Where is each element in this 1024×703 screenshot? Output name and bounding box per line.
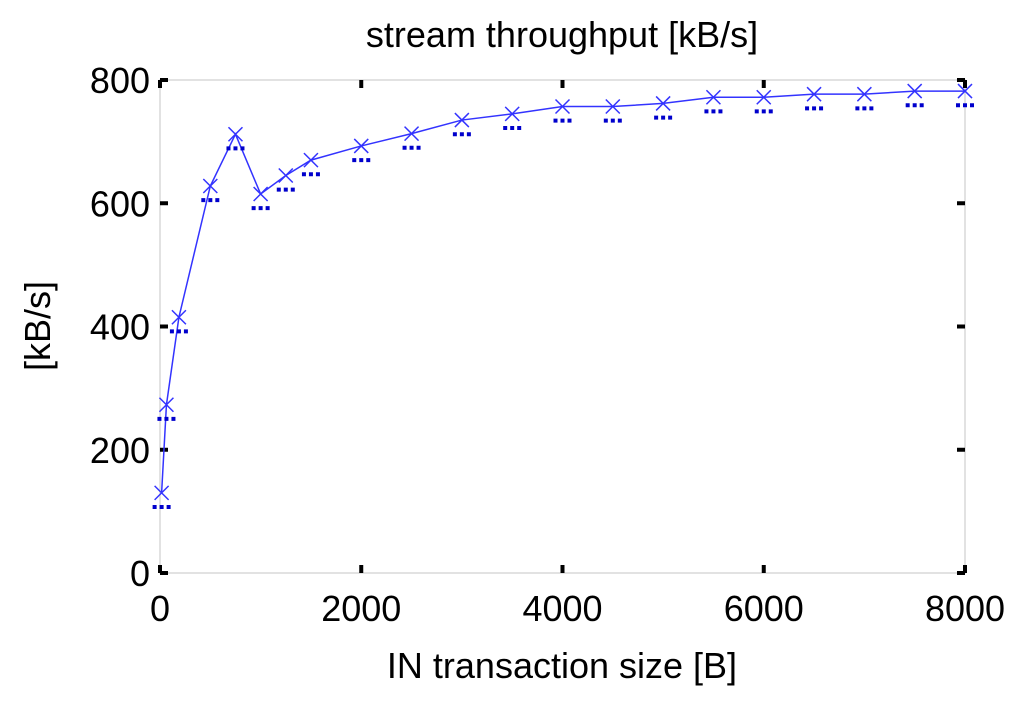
x-tick-labels: 0 2000 4000 6000 8000 (150, 588, 1005, 629)
plot-frame (159, 79, 966, 574)
data-point-x-marker (756, 89, 772, 105)
data-point-x-marker (907, 83, 923, 99)
data-point-x-marker (856, 86, 872, 102)
data-point-x-marker (278, 167, 294, 184)
y-tick-labels: 0 200 400 600 800 (90, 60, 150, 594)
data-point-x-marker (353, 138, 369, 154)
data-point-x-marker (303, 152, 319, 168)
y-tick-label: 0 (130, 553, 150, 594)
chart-title: stream throughput [kB/s] (366, 14, 758, 55)
data-point-x-marker (655, 95, 671, 111)
data-point-x-marker (404, 126, 420, 142)
y-tick-label: 600 (90, 183, 150, 224)
data-point-x-marker (957, 83, 973, 99)
x-tick-label: 6000 (724, 588, 804, 629)
x-axis-label: IN transaction size [B] (387, 645, 737, 686)
data-point-x-marker (605, 98, 621, 115)
x-tick-label: 4000 (522, 588, 602, 629)
data-point-x-marker (504, 106, 520, 122)
data-point-x-marker (227, 126, 243, 142)
x-tick-label: 0 (150, 588, 170, 629)
data-point-x-marker (454, 112, 470, 128)
data-point-x-marker (806, 86, 822, 102)
data-point-x-marker (154, 485, 170, 501)
data-point-x-marker (554, 98, 571, 115)
y-axis-label: [kB/s] (17, 281, 58, 371)
data-point-x-marker (158, 397, 174, 413)
y-tick-label: 400 (90, 307, 150, 348)
y-tick-label: 800 (90, 60, 150, 101)
series-line (160, 90, 965, 493)
x-tick-label: 8000 (925, 588, 1005, 629)
y-tick-label: 200 (90, 430, 150, 471)
x-tick-label: 2000 (321, 588, 401, 629)
data-point-x-marker (202, 178, 218, 194)
data-point-x-marker (705, 89, 721, 105)
data-point-x-marker (171, 309, 187, 325)
data-point-x-marker (253, 186, 269, 202)
axis-ticks (158, 78, 967, 575)
series-layer (152, 83, 974, 510)
